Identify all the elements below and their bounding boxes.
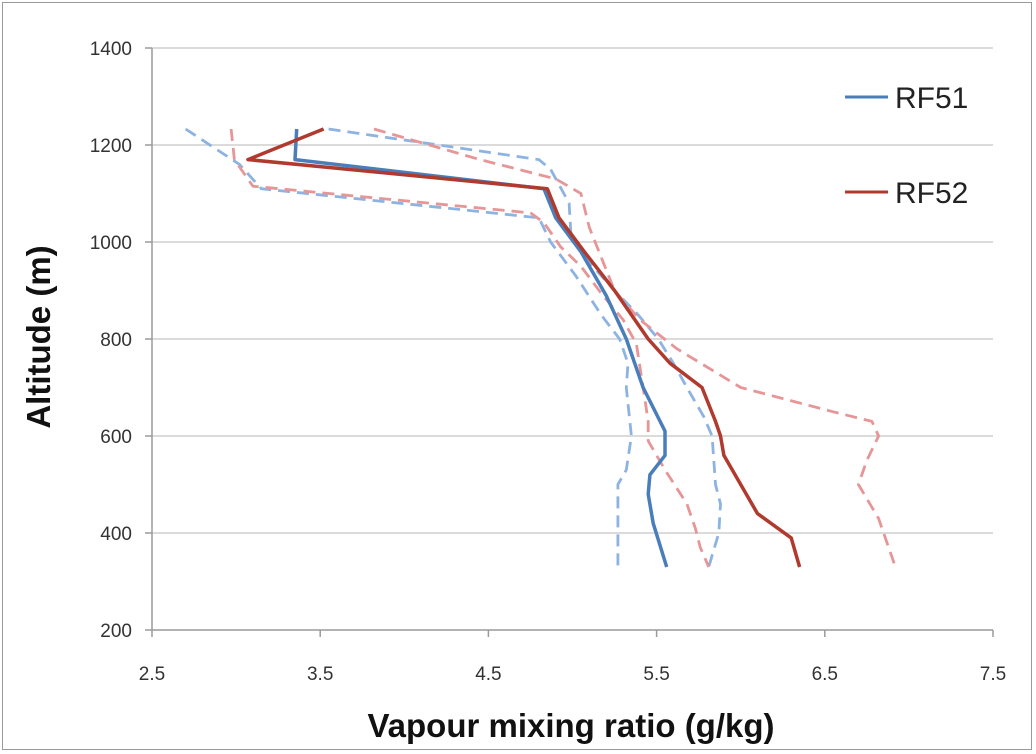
y-tick-label: 800 <box>100 330 132 351</box>
x-tick-label: 6.5 <box>812 664 838 685</box>
x-tick-label: 5.5 <box>643 664 669 685</box>
series-line-4-dashed <box>229 128 710 568</box>
x-tick-label: 3.5 <box>307 664 333 685</box>
y-tick-label: 200 <box>100 621 132 642</box>
gridlines <box>152 47 993 534</box>
x-tick-label: 7.5 <box>980 664 1006 685</box>
tick-labels: 200 400 600 800 1000 1200 1400 2.5 3.5 4.5 5.5 6.5 7… <box>90 39 1006 685</box>
series-line-3-rf52 <box>246 127 802 568</box>
series-line-5-dashed <box>373 127 897 568</box>
legend-label-rf51: RF51 <box>895 82 968 115</box>
series-lines <box>184 127 897 568</box>
series-line-0-rf51 <box>293 128 669 568</box>
axes <box>145 47 994 637</box>
legend: RF51 RF52 <box>845 82 968 210</box>
x-tick-label: 4.5 <box>475 664 501 685</box>
y-axis-title: Altitude (m) <box>20 245 57 428</box>
y-tick-label: 1400 <box>90 39 132 60</box>
y-tick-label: 1000 <box>90 233 132 254</box>
legend-label-rf52: RF52 <box>895 177 968 210</box>
y-tick-label: 1200 <box>90 136 132 157</box>
series-line-1-dashed <box>184 127 633 567</box>
y-tick-label: 400 <box>100 524 132 545</box>
y-tick-label: 600 <box>100 427 132 448</box>
series-line-2-dashed <box>328 127 722 568</box>
x-axis-title: Vapour mixing ratio (g/kg) <box>367 707 774 744</box>
x-tick-label: 2.5 <box>139 664 165 685</box>
